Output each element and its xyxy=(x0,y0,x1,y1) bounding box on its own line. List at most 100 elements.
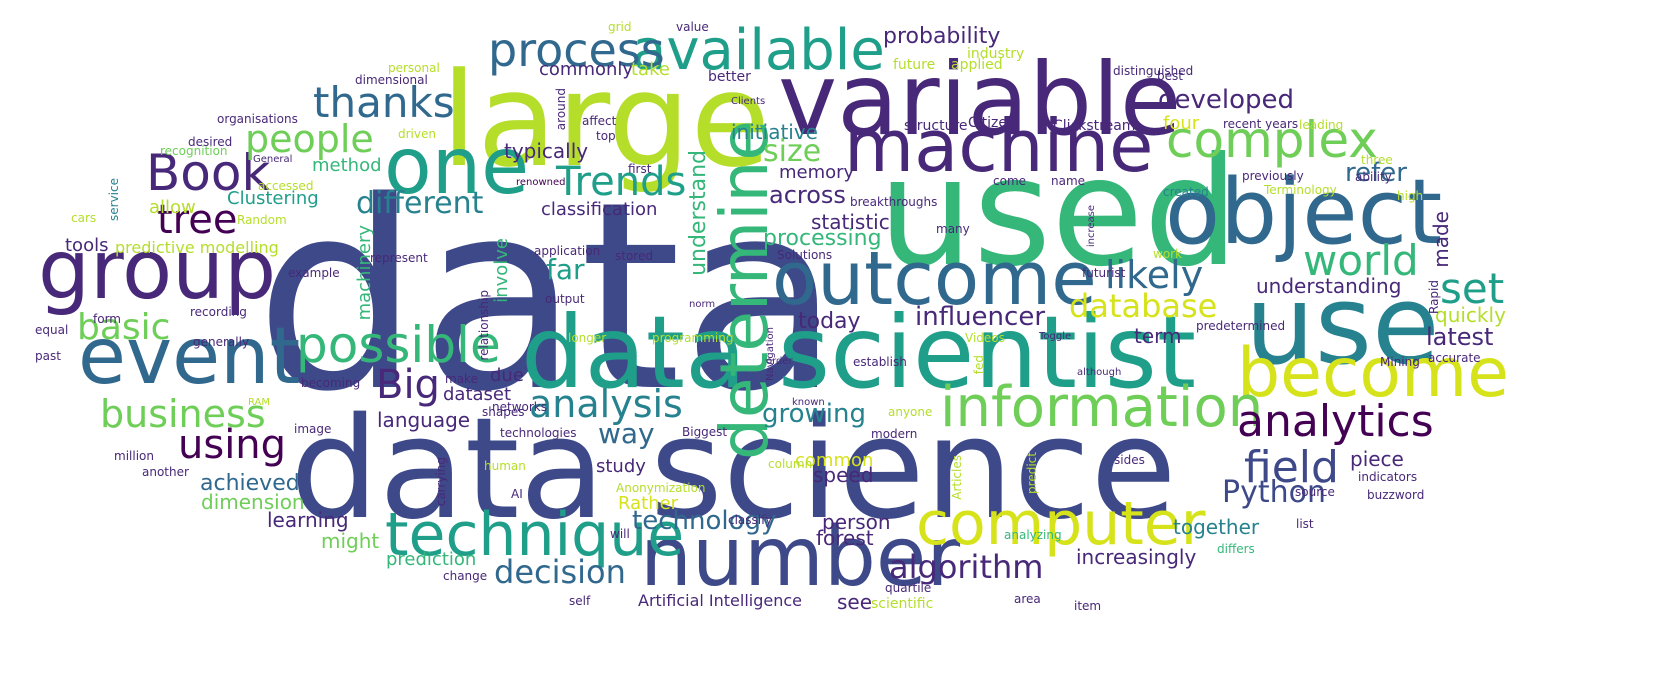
word-refer: refer xyxy=(1345,158,1407,188)
word-buzzword: buzzword xyxy=(1367,488,1425,502)
word-machinery: machinery xyxy=(354,225,375,321)
word-random: Random xyxy=(237,213,287,227)
word-establish: establish xyxy=(853,355,907,369)
word-futurist: futurist xyxy=(1082,266,1126,280)
word-first: first xyxy=(628,162,652,176)
word-high: high xyxy=(1397,189,1424,203)
word-forest: forest xyxy=(816,526,874,550)
word-sides: sides xyxy=(1114,453,1145,467)
word-ai: AI xyxy=(511,487,523,501)
word-fed: fed xyxy=(972,355,986,375)
word-data: data xyxy=(255,147,841,449)
word-due: due xyxy=(490,365,524,386)
word-best: best xyxy=(1157,69,1183,83)
word-large: large xyxy=(441,44,771,196)
word-column: column xyxy=(768,457,813,471)
word-terminology: Terminology xyxy=(1264,183,1337,197)
word-together: together xyxy=(1173,515,1260,539)
word-initiative: initiative xyxy=(731,120,818,144)
word-memory: memory xyxy=(779,162,855,183)
word-computer: computer xyxy=(916,489,1206,559)
word-toggle: Toggle xyxy=(1039,331,1072,342)
word-predictive-modelling: predictive modelling xyxy=(115,238,279,257)
word-work: work xyxy=(1153,247,1183,261)
word-one: one xyxy=(384,122,530,212)
word-navigation: Navigation xyxy=(765,327,776,381)
word-name: name xyxy=(1051,174,1086,188)
word-python: Python xyxy=(1222,475,1326,510)
word-commonly: commonly xyxy=(539,59,634,80)
word-study: study xyxy=(596,456,646,477)
word-using: using xyxy=(178,422,287,468)
word-use: use xyxy=(1245,261,1440,389)
word-data-scientist: data scientist xyxy=(521,294,1197,411)
word-involve: involve xyxy=(491,238,512,303)
word-increasingly: increasingly xyxy=(1076,545,1197,569)
word-equal: equal xyxy=(35,323,69,337)
word-complex: complex xyxy=(1166,111,1378,169)
word-possible: possible xyxy=(296,316,501,374)
word-four: four xyxy=(1163,113,1200,134)
word-dataset: dataset xyxy=(443,384,512,405)
word-affect: affect xyxy=(582,114,617,128)
word-artificial-intelligence: Artificial Intelligence xyxy=(638,591,802,610)
word-typically: typically xyxy=(504,139,589,163)
word-piece: piece xyxy=(1350,447,1404,471)
word-across: across xyxy=(769,181,846,209)
word-carrying: carrying xyxy=(434,457,448,507)
word-rather: Rather xyxy=(618,493,679,514)
word-book: Book xyxy=(146,144,271,202)
word-technology: technology xyxy=(632,506,777,536)
word-probability: probability xyxy=(883,24,1001,49)
word-person: person xyxy=(822,510,891,534)
word-ability: ability xyxy=(1355,170,1392,184)
word-will: will xyxy=(610,527,630,541)
word-biggest: Biggest xyxy=(682,425,728,439)
word-indicators: indicators xyxy=(1358,470,1418,484)
word-made: made xyxy=(1429,211,1453,268)
word-predict: predict xyxy=(1025,452,1039,494)
word-outcome: outcome xyxy=(772,236,1097,322)
word-number: number xyxy=(640,510,961,605)
word-personal: personal xyxy=(388,61,440,75)
word-thanks: thanks xyxy=(313,78,455,127)
word-scientific: scientific xyxy=(871,596,934,612)
word-source: source xyxy=(1295,485,1335,499)
word-generally: generally xyxy=(193,335,250,349)
word-grid: grid xyxy=(608,20,632,34)
word-another: another xyxy=(142,465,189,479)
word-desired: desired xyxy=(188,135,233,149)
word-million: million xyxy=(114,449,154,463)
word-increase: increase xyxy=(1086,205,1097,248)
word-learning: learning xyxy=(267,508,349,532)
word-way: way xyxy=(598,417,655,450)
word-process: process xyxy=(488,23,665,77)
word-growing: growing xyxy=(762,399,866,429)
word-example: example xyxy=(288,266,340,280)
word-structure: structure xyxy=(904,118,968,134)
word-common: common xyxy=(795,450,874,471)
word-output: output xyxy=(545,292,585,306)
word-form: form xyxy=(93,312,121,326)
word-created: created xyxy=(1163,185,1209,199)
word-quartile: quartile xyxy=(885,581,932,595)
word-networks: networks xyxy=(492,400,547,414)
word-method: method xyxy=(312,155,382,176)
word-leading: leading xyxy=(1299,118,1344,132)
word-achieved: achieved xyxy=(200,471,300,496)
word-clustering: Clustering xyxy=(227,188,319,209)
word-become: become xyxy=(1237,334,1510,413)
word-analyzing: analyzing xyxy=(1004,528,1062,542)
word-organisations: organisations xyxy=(217,112,298,126)
word-come: come xyxy=(993,174,1027,188)
word-world: world xyxy=(1303,236,1419,285)
word-shapes: shapes xyxy=(482,405,525,419)
word-classify: classify xyxy=(728,513,773,527)
word-machine: machine xyxy=(844,104,1154,188)
word-trends: Trends xyxy=(556,159,687,205)
word-people: people xyxy=(245,117,374,161)
word-better: better xyxy=(708,69,751,85)
word-change: change xyxy=(443,569,488,583)
word-anonymization: Anonymization xyxy=(616,481,706,495)
word-tree: tree xyxy=(157,197,238,243)
